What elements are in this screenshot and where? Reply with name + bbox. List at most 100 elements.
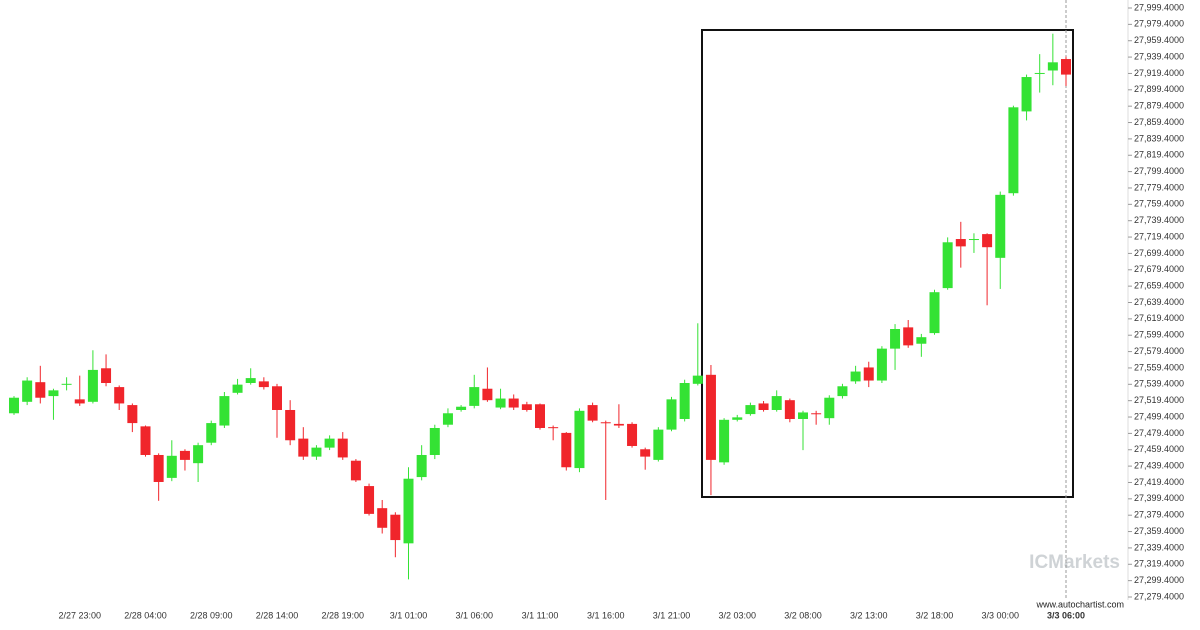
candle-body xyxy=(982,234,993,248)
candle-body xyxy=(193,445,204,464)
x-tick-label: 3/1 06:00 xyxy=(455,610,493,620)
y-tick-label: 27,699.4000 xyxy=(1134,248,1184,258)
y-tick-label: 27,559.4000 xyxy=(1134,362,1184,372)
x-tick-label: 3/2 08:00 xyxy=(784,610,822,620)
candle-body xyxy=(890,329,901,349)
y-tick-label: 27,959.4000 xyxy=(1134,35,1184,45)
y-tick-label: 27,999.4000 xyxy=(1134,2,1184,12)
candle-body xyxy=(48,390,59,397)
candle-body xyxy=(600,422,611,424)
candle-body xyxy=(916,337,927,344)
candle-body xyxy=(876,348,887,381)
candle-body xyxy=(824,397,835,419)
candle-body xyxy=(732,417,743,420)
y-tick-label: 27,899.4000 xyxy=(1134,84,1184,94)
candle-body xyxy=(968,239,979,241)
y-tick-label: 27,279.4000 xyxy=(1134,591,1184,601)
y-tick-label: 27,939.4000 xyxy=(1134,51,1184,61)
x-tick-label: 2/28 09:00 xyxy=(190,610,233,620)
candle-body xyxy=(377,508,388,528)
candle-body xyxy=(811,413,822,415)
y-tick-label: 27,719.4000 xyxy=(1134,231,1184,241)
candle-body xyxy=(179,450,190,460)
candle-body xyxy=(232,384,243,393)
y-tick-label: 27,599.4000 xyxy=(1134,330,1184,340)
candle-body xyxy=(364,486,375,514)
candle-body xyxy=(719,419,730,463)
candle-body xyxy=(337,438,348,458)
candle-body xyxy=(942,242,953,289)
candle-body xyxy=(61,383,72,385)
candle-body xyxy=(771,396,782,410)
y-tick-label: 27,819.4000 xyxy=(1134,150,1184,160)
candle-body xyxy=(245,378,256,383)
candle-body xyxy=(653,429,664,460)
y-tick-label: 27,839.4000 xyxy=(1134,133,1184,143)
candle-body xyxy=(416,454,427,478)
y-tick-label: 27,539.4000 xyxy=(1134,379,1184,389)
candle-body xyxy=(403,478,414,544)
candle-body xyxy=(140,426,151,455)
y-tick-label: 27,979.4000 xyxy=(1134,19,1184,29)
x-tick-label: 3/3 00:00 xyxy=(981,610,1019,620)
y-tick-label: 27,359.4000 xyxy=(1134,526,1184,536)
candle-body xyxy=(508,398,519,408)
y-tick-label: 27,339.4000 xyxy=(1134,542,1184,552)
y-tick-label: 27,419.4000 xyxy=(1134,477,1184,487)
x-tick-label: 2/28 14:00 xyxy=(256,610,299,620)
candle-body xyxy=(74,399,85,404)
candle-body xyxy=(272,386,282,410)
candle-body xyxy=(798,412,808,419)
candle-body xyxy=(35,382,46,398)
pattern-box xyxy=(701,29,1074,498)
candle-body xyxy=(456,406,467,410)
candle-body xyxy=(350,460,361,481)
candle-body xyxy=(285,409,296,441)
candle-body xyxy=(114,387,125,404)
y-tick-label: 27,639.4000 xyxy=(1134,297,1184,307)
candle-body xyxy=(1008,107,1019,194)
x-tick-label: 2/28 19:00 xyxy=(321,610,364,620)
candle-body xyxy=(442,413,453,425)
candle-body xyxy=(469,387,480,406)
candle-body xyxy=(1034,72,1045,74)
candle-body xyxy=(587,405,598,421)
candle-body xyxy=(535,404,545,428)
y-tick-label: 27,659.4000 xyxy=(1134,281,1184,291)
y-tick-label: 27,399.4000 xyxy=(1134,493,1184,503)
candle-body xyxy=(1021,77,1032,112)
candle-body xyxy=(548,427,559,429)
candle-body xyxy=(929,292,940,334)
candle-body xyxy=(705,374,716,460)
candle-body xyxy=(521,404,532,410)
candle-body xyxy=(9,397,19,414)
x-tick-label: 3/2 18:00 xyxy=(916,610,954,620)
y-tick-label: 27,859.4000 xyxy=(1134,117,1184,127)
y-tick-label: 27,299.4000 xyxy=(1134,575,1184,585)
x-tick-label: 2/28 04:00 xyxy=(124,610,167,620)
y-tick-label: 27,759.4000 xyxy=(1134,199,1184,209)
candle-body xyxy=(666,399,677,430)
y-tick-label: 27,459.4000 xyxy=(1134,444,1184,454)
candle-body xyxy=(903,327,914,346)
candle-body xyxy=(850,371,861,382)
x-tick-label: 3/1 01:00 xyxy=(390,610,428,620)
candle-body xyxy=(613,423,624,426)
candle-body xyxy=(87,369,98,402)
candle-body xyxy=(153,454,164,482)
y-tick-label: 27,679.4000 xyxy=(1134,264,1184,274)
y-tick-label: 27,879.4000 xyxy=(1134,101,1184,111)
y-tick-label: 27,799.4000 xyxy=(1134,166,1184,176)
candle-body xyxy=(206,423,217,443)
x-tick-label: 3/3 06:00 xyxy=(1047,610,1085,620)
candle-body xyxy=(679,382,690,419)
candle-body xyxy=(837,386,848,397)
y-tick-label: 27,739.4000 xyxy=(1134,215,1184,225)
y-tick-label: 27,439.4000 xyxy=(1134,460,1184,470)
candle-body xyxy=(429,427,440,455)
candle-body xyxy=(758,403,769,410)
x-tick-label: 3/1 21:00 xyxy=(653,610,691,620)
